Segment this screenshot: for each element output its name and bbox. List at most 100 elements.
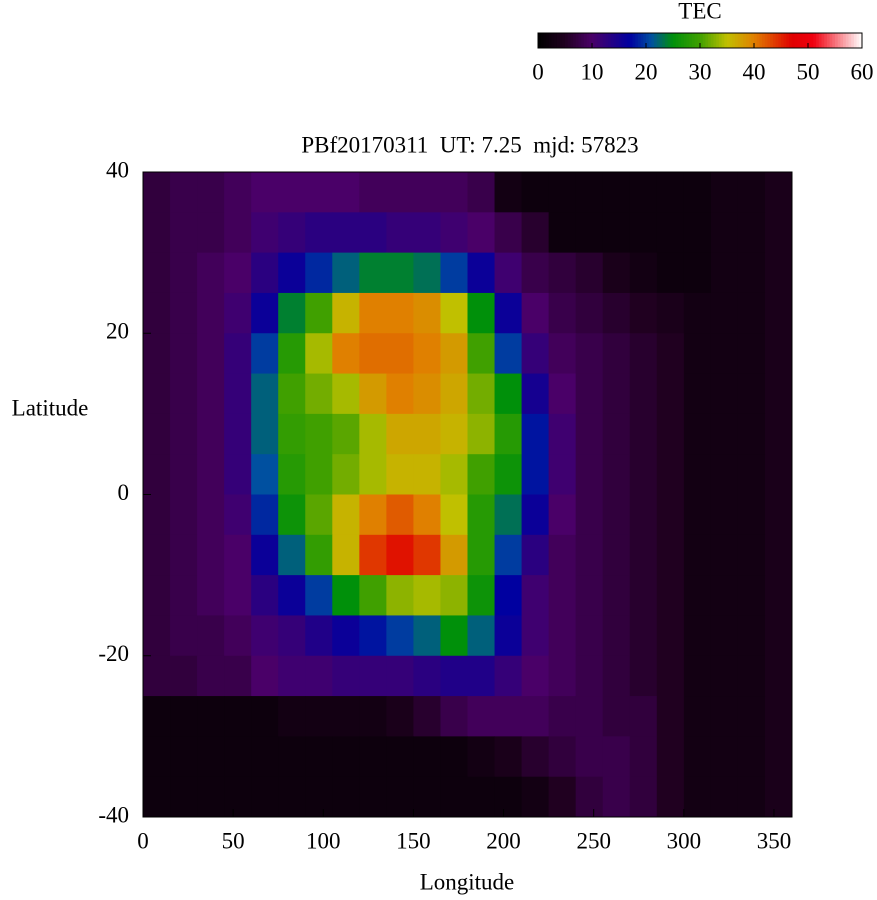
heat-cell xyxy=(440,292,468,334)
heat-cell xyxy=(629,696,658,737)
heat-cell xyxy=(143,212,171,254)
heat-cell xyxy=(737,736,766,778)
heat-cell xyxy=(197,696,225,737)
heat-cell xyxy=(494,575,523,616)
colorbar-swatch xyxy=(602,33,606,48)
heat-cell xyxy=(386,534,414,576)
colorbar-swatch xyxy=(705,33,709,48)
heat-cell xyxy=(494,696,523,737)
heat-cell xyxy=(278,534,306,576)
heat-cell xyxy=(737,373,766,415)
heat-cell xyxy=(494,776,523,818)
heat-cell xyxy=(494,373,523,415)
heat-cell xyxy=(548,615,577,657)
colorbar-swatch xyxy=(740,33,744,48)
colorbar-swatch xyxy=(754,33,758,48)
colorbar-swatch xyxy=(718,33,723,48)
heat-cell xyxy=(224,333,252,375)
colorbar-swatch xyxy=(640,33,644,48)
y-tick-label: 20 xyxy=(106,319,129,344)
heat-cell xyxy=(629,776,658,818)
colorbar-swatch xyxy=(616,33,620,48)
colorbar-swatch xyxy=(745,33,750,48)
colorbar-swatch xyxy=(840,33,844,48)
heat-cell xyxy=(440,333,468,375)
heat-cell xyxy=(305,413,333,455)
colorbar-swatch xyxy=(583,33,588,48)
heat-cell xyxy=(224,534,252,576)
heat-cell xyxy=(332,252,360,294)
colorbar-swatch xyxy=(729,33,733,48)
heat-cell xyxy=(521,172,550,213)
colorbar-swatch xyxy=(743,33,747,48)
colorbar-swatch xyxy=(797,33,801,48)
heat-cell xyxy=(521,534,550,576)
colorbar-swatch xyxy=(689,33,693,48)
heat-cell xyxy=(683,172,712,213)
heat-cell xyxy=(575,252,604,294)
colorbar-swatch xyxy=(791,33,795,48)
colorbar-swatch xyxy=(678,33,682,48)
colorbar-swatch xyxy=(700,33,704,48)
colorbar-swatch xyxy=(735,33,739,48)
heat-cell xyxy=(278,615,306,657)
heat-cell xyxy=(737,413,766,455)
colorbar-swatch xyxy=(686,33,690,48)
heat-cell xyxy=(224,494,252,536)
heat-cell xyxy=(764,534,793,576)
heat-cell xyxy=(440,172,468,213)
heat-cell xyxy=(305,252,333,294)
colorbar-swatch xyxy=(778,33,782,48)
heat-cell xyxy=(737,776,766,818)
heat-cell xyxy=(629,212,658,254)
heat-cell xyxy=(602,333,631,375)
heat-cell xyxy=(467,776,496,818)
colorbar-swatch xyxy=(664,33,669,48)
heat-cell xyxy=(413,534,441,576)
heat-cell xyxy=(332,534,360,576)
heat-cell xyxy=(494,292,523,334)
heat-cell xyxy=(467,172,496,213)
heat-cell xyxy=(359,776,387,818)
heat-cell xyxy=(440,534,468,576)
chart-title: PBf20170311 UT: 7.25 mjd: 57823 xyxy=(301,132,638,157)
heat-cell xyxy=(764,454,793,495)
heat-cell xyxy=(764,252,793,294)
colorbar-swatch xyxy=(737,33,741,48)
colorbar-swatch xyxy=(643,33,647,48)
heat-cell xyxy=(683,736,712,778)
heat-cell xyxy=(440,575,468,616)
heat-cell xyxy=(386,252,414,294)
heat-cell xyxy=(251,212,279,254)
heat-cell xyxy=(629,413,658,455)
heat-cell xyxy=(332,373,360,415)
heat-cell xyxy=(737,252,766,294)
colorbar-tick-label: 50 xyxy=(797,59,820,84)
heat-cell xyxy=(170,696,198,737)
heat-cell xyxy=(710,292,739,334)
heat-cell xyxy=(143,454,171,495)
heat-cell xyxy=(683,252,712,294)
heat-cell xyxy=(413,615,441,657)
colorbar-swatch xyxy=(605,33,609,48)
colorbar-swatch xyxy=(681,33,685,48)
colorbar-tick-label: 20 xyxy=(635,59,658,84)
heat-cell xyxy=(386,776,414,818)
heat-cell xyxy=(251,333,279,375)
heat-cell xyxy=(629,494,658,536)
heat-cell xyxy=(224,575,252,616)
colorbar-swatch xyxy=(835,33,839,48)
heat-cell xyxy=(224,172,252,213)
x-tick-label: 150 xyxy=(396,828,431,853)
heat-cell xyxy=(467,212,496,254)
heat-cell xyxy=(170,292,198,334)
colorbar-swatch xyxy=(597,33,601,48)
heat-cell xyxy=(683,454,712,495)
heat-cell xyxy=(737,212,766,254)
heat-cell xyxy=(602,172,631,213)
x-axis-label: Longitude xyxy=(420,869,515,894)
heat-cell xyxy=(170,413,198,455)
colorbar-swatch xyxy=(845,33,849,48)
colorbar-swatch xyxy=(637,33,642,48)
